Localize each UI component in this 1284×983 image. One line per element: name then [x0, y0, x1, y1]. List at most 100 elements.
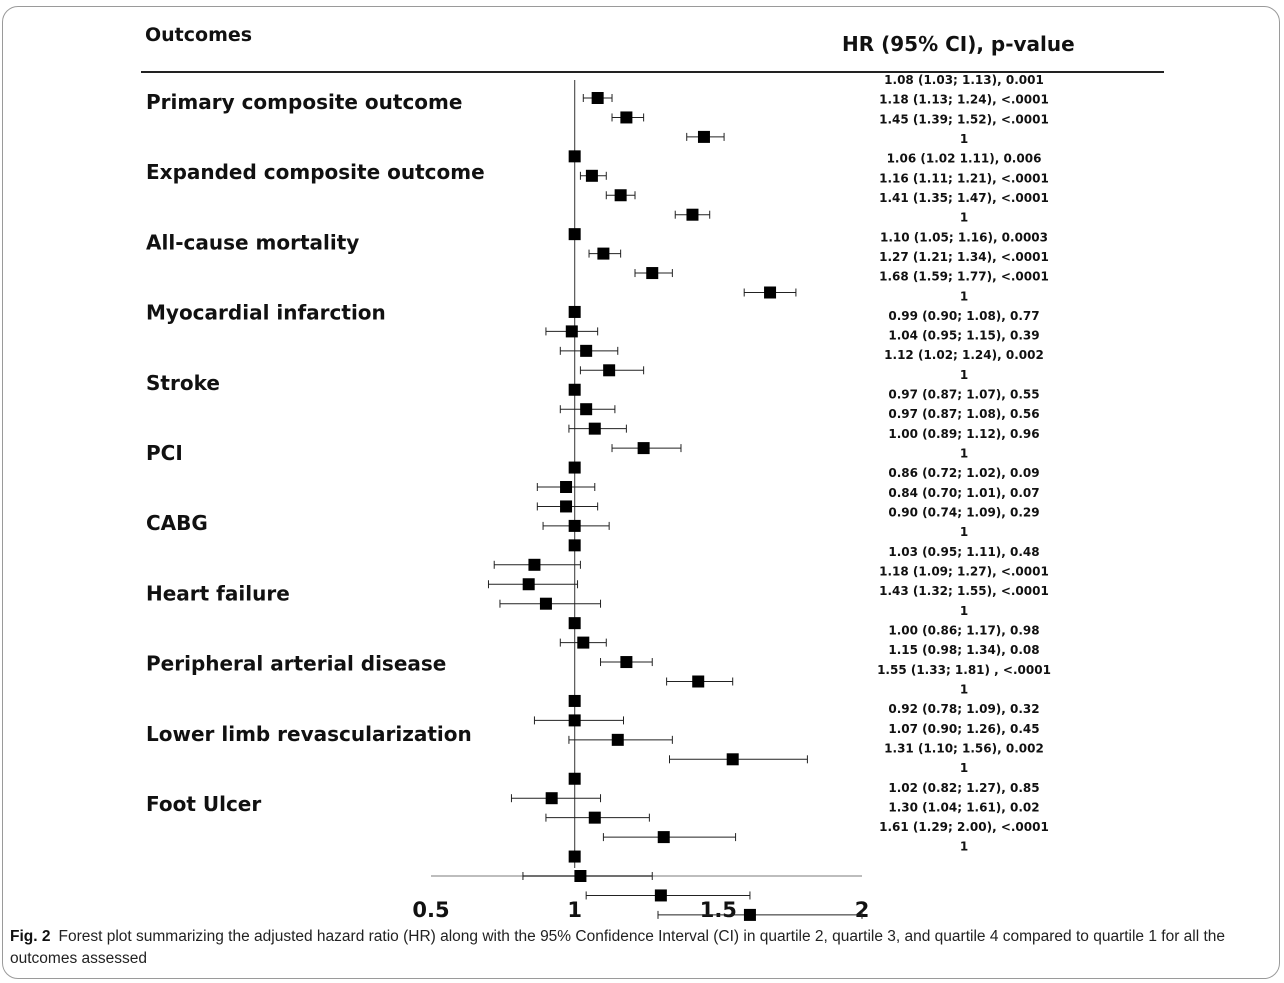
hr-marker [588, 422, 601, 435]
hr-ci-label: 1.12 (1.02; 1.24), 0.002 [884, 348, 1044, 362]
hr-ci-label: 1.41 (1.35; 1.47), <.0001 [879, 191, 1049, 205]
hr-ci-label: 1.00 (0.89; 1.12), 0.96 [888, 427, 1039, 441]
outcome-label: PCI [146, 441, 183, 465]
hr-ci-label: 1 [960, 368, 968, 382]
hr-marker [568, 617, 581, 630]
hr-marker [560, 481, 573, 493]
hr-marker [597, 247, 610, 260]
hr-marker [591, 92, 604, 104]
outcomes-header: Outcomes [145, 24, 253, 46]
hr-marker [585, 169, 598, 182]
hr-marker [568, 850, 581, 863]
outcome-label: Peripheral arterial disease [146, 652, 446, 676]
hr-marker [580, 403, 593, 416]
hr-marker [654, 889, 667, 902]
outcome-label: Expanded composite outcome [146, 160, 485, 184]
hr-marker [686, 208, 699, 221]
x-tick-label: 1 [567, 898, 582, 922]
hr-marker [743, 908, 756, 921]
figure-caption: Fig. 2 Forest plot summarizing the adjust… [10, 926, 1270, 970]
hr-marker [568, 305, 581, 318]
hr-ci-label: 1.16 (1.11; 1.21), <.0001 [879, 171, 1049, 185]
hr-marker [580, 344, 593, 357]
hr-marker [620, 111, 633, 124]
hr-marker [568, 694, 581, 707]
hr-ci-label: 1.07 (0.90; 1.26), 0.45 [888, 722, 1039, 736]
outcome-label: Stroke [146, 371, 220, 395]
hr-marker [568, 539, 581, 552]
hr-marker [577, 636, 590, 649]
hr-ci-label: 1 [960, 761, 968, 775]
hr-ci-label: 0.97 (0.87; 1.07), 0.55 [888, 388, 1039, 402]
hr-marker [697, 130, 710, 143]
hr-marker [657, 831, 670, 844]
hr-ci-label: 0.86 (0.72; 1.02), 0.09 [888, 466, 1039, 480]
hr-marker [603, 364, 616, 377]
hr-ci-label: 1.10 (1.05; 1.16), 0.0003 [880, 230, 1048, 244]
hr-ci-label: 1 [960, 840, 968, 854]
hr-ci-label: 1.30 (1.04; 1.61), 0.02 [888, 800, 1039, 814]
hr-ci-label: 1 [960, 525, 968, 539]
hr-ci-label: 0.92 (0.78; 1.09), 0.32 [888, 702, 1039, 716]
x-tick-label: 2 [855, 898, 870, 922]
forest-plot: 0.5 1 1.5 2 Primary composite outcome Expande… [146, 73, 1051, 922]
hr-marker [614, 189, 627, 202]
outcome-label: All-cause mortality [146, 230, 359, 254]
hr-ci-label: 1.00 (0.86; 1.17), 0.98 [888, 623, 1039, 637]
hr-marker [560, 500, 573, 513]
hr-ci-label: 1.06 (1.02 1.11), 0.006 [887, 152, 1042, 166]
header-rule [141, 71, 1164, 73]
hr-ci-label: 1 [960, 132, 968, 146]
hr-ci-label: 1.27 (1.21; 1.34), <.0001 [879, 250, 1049, 264]
hr-ci-label: 1 [960, 604, 968, 618]
hr-ci-label: 1.18 (1.13; 1.24), <.0001 [879, 93, 1049, 107]
hr-ci-label: 1.02 (0.82; 1.27), 0.85 [888, 781, 1039, 795]
x-tick-label: 0.5 [412, 898, 449, 922]
hr-ci-label: 1 [960, 211, 968, 225]
hr-ci-label: 1.61 (1.29; 2.00), <.0001 [879, 820, 1049, 834]
hr-marker [568, 772, 581, 785]
outcome-label: Myocardial infarction [146, 301, 386, 325]
hr-ci-label: 0.99 (0.90; 1.08), 0.77 [888, 309, 1039, 323]
hr-ci-label: 1.43 (1.32; 1.55), <.0001 [879, 584, 1049, 598]
hr-marker [646, 267, 659, 280]
hr-marker [726, 753, 739, 766]
hr-marker [568, 461, 581, 474]
hr-ci-label: 1.18 (1.09; 1.27), <.0001 [879, 565, 1049, 579]
hr-marker [522, 578, 535, 591]
hr-ci-label: 1 [960, 447, 968, 461]
hr-marker [588, 811, 601, 824]
hr-marker [568, 383, 581, 396]
hr-ci-label: 1 [960, 682, 968, 696]
hr-ci-label: 1.31 (1.10; 1.56), 0.002 [884, 741, 1044, 755]
outcome-label: Lower limb revascularization [146, 722, 472, 746]
hr-marker [620, 656, 633, 669]
hr-marker [539, 597, 552, 610]
outcome-label: Foot Ulcer [146, 792, 261, 816]
hr-ci-label: 0.90 (0.74; 1.09), 0.29 [888, 506, 1039, 520]
hr-marker [545, 792, 558, 805]
hr-ci-label: 1.45 (1.39; 1.52), <.0001 [879, 112, 1049, 126]
hr-marker [764, 286, 777, 299]
hr-marker [568, 150, 581, 163]
hr-marker [637, 442, 650, 455]
hr-ci-label: 1.08 (1.03; 1.13), 0.001 [884, 73, 1044, 87]
figure-caption-text: Forest plot summarizing the adjusted haz… [10, 928, 1226, 967]
hr-ci-label: 1 [960, 289, 968, 303]
hr-marker [568, 228, 581, 241]
hr-marker [611, 733, 624, 746]
outcome-label: CABG [146, 511, 208, 535]
figure-label: Fig. 2 [10, 928, 51, 945]
hr-marker [568, 714, 581, 727]
outcome-label: Primary composite outcome [146, 90, 462, 114]
hr-ci-label: 0.97 (0.87; 1.08), 0.56 [888, 407, 1039, 421]
hr-marker [528, 558, 541, 571]
hr-ci-label: 0.84 (0.70; 1.01), 0.07 [888, 486, 1039, 500]
hr-marker [568, 519, 581, 532]
hr-ci-label: 1.03 (0.95; 1.11), 0.48 [888, 545, 1039, 559]
figure-frame [2, 6, 1280, 979]
hr-ci-label: 1.15 (0.98; 1.34), 0.08 [888, 643, 1039, 657]
hr-marker [692, 675, 705, 688]
hr-ci-label: 1.55 (1.33; 1.81) , <.0001 [877, 663, 1051, 677]
outcome-label: Heart failure [146, 581, 290, 605]
